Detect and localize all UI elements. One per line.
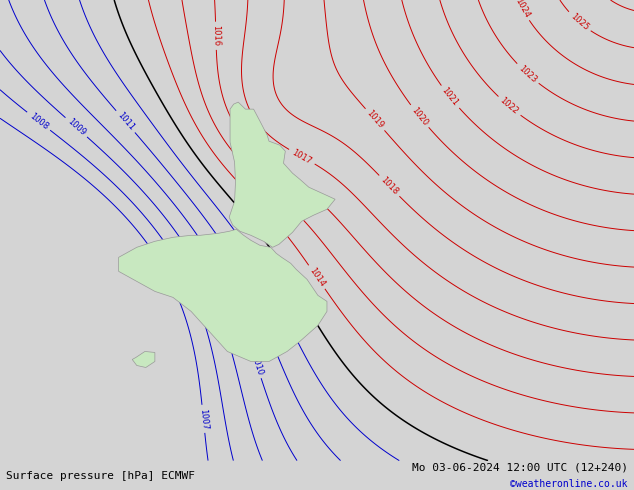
Text: 1012: 1012 [279, 310, 296, 333]
Text: 1017: 1017 [290, 147, 313, 166]
Text: Surface pressure [hPa] ECMWF: Surface pressure [hPa] ECMWF [6, 471, 195, 481]
Text: 1024: 1024 [513, 0, 531, 20]
Text: 1020: 1020 [410, 105, 430, 127]
Text: 1010: 1010 [249, 353, 264, 376]
Text: 1015: 1015 [260, 179, 282, 199]
Polygon shape [229, 102, 335, 247]
Text: 1019: 1019 [365, 109, 385, 130]
Text: 1025: 1025 [568, 12, 590, 32]
Text: 1008: 1008 [27, 111, 49, 131]
Text: ©weatheronline.co.uk: ©weatheronline.co.uk [510, 479, 628, 489]
Text: 1011: 1011 [115, 111, 136, 132]
Text: 1009: 1009 [65, 117, 87, 138]
Text: 1013: 1013 [297, 296, 316, 318]
Text: 1016: 1016 [211, 25, 221, 47]
Polygon shape [119, 229, 327, 362]
Text: 1021: 1021 [440, 86, 460, 108]
Text: 1022: 1022 [498, 96, 520, 117]
Text: 1007: 1007 [198, 408, 209, 430]
Text: Mo 03-06-2024 12:00 UTC (12+240): Mo 03-06-2024 12:00 UTC (12+240) [411, 463, 628, 473]
Text: 1018: 1018 [378, 175, 400, 196]
Polygon shape [133, 351, 155, 368]
Text: 1014: 1014 [307, 266, 327, 288]
Text: 1023: 1023 [517, 63, 538, 84]
